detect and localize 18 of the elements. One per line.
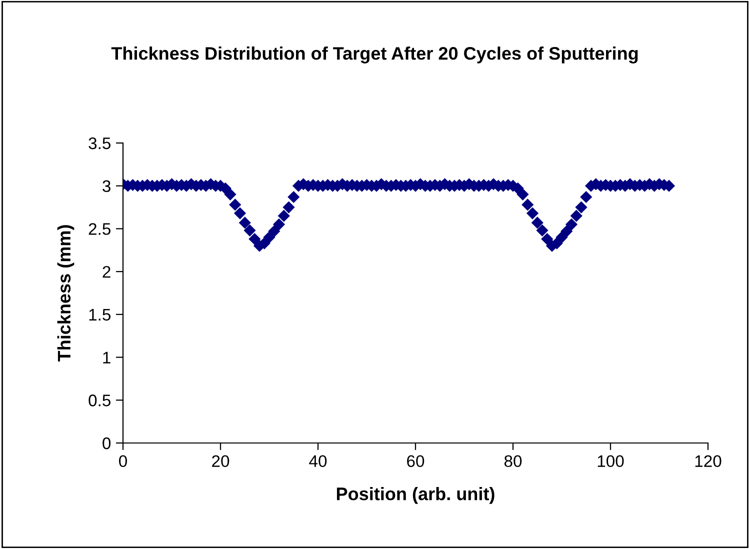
x-tick-label: 100 [598,455,624,468]
y-tick-label: 1.5 [89,309,110,321]
x-axis-title: Position (arb. unit) [336,487,494,504]
x-tick-label: 80 [504,455,522,468]
y-tick-label: 1 [103,352,110,364]
y-axis-title: Thickness (mm) [57,225,74,362]
y-tick-label: 3.5 [88,137,110,150]
y-tick-label: 2 [102,266,110,278]
x-tick-label: 20 [212,455,230,468]
y-tick-label: 0 [102,437,111,450]
chart-title: Thickness Distribution of Target After 20 Cycles of Sputtering [111,46,638,64]
x-tick-label: 40 [309,455,327,468]
y-tick-label: 0.5 [88,394,110,406]
x-tick-label: 0 [119,455,127,468]
x-tick-label: 60 [407,455,424,468]
y-tick-label: 2.5 [88,223,110,235]
x-tick-label: 120 [695,455,722,468]
y-tick-label: 3 [102,180,110,192]
